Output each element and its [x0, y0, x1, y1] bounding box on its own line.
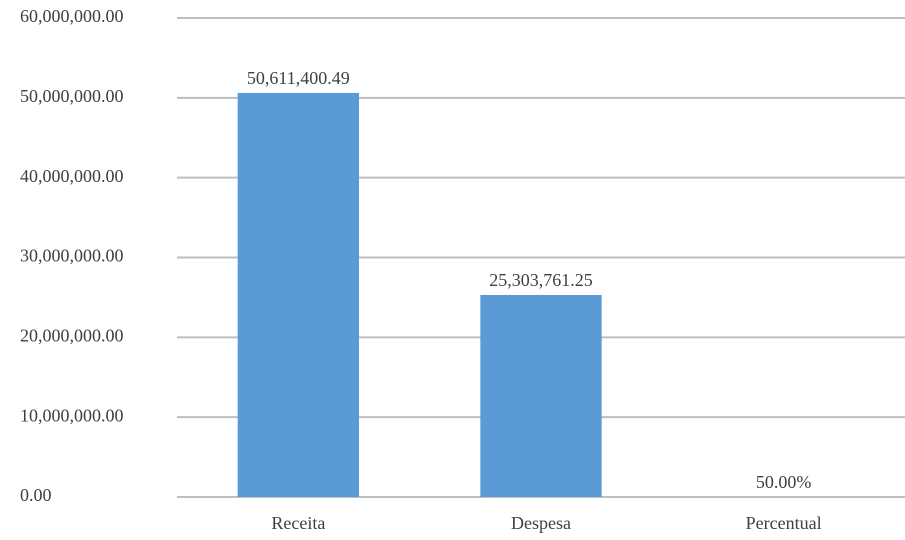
y-tick-label: 50,000,000.00 — [20, 86, 124, 106]
y-tick-label: 30,000,000.00 — [20, 246, 124, 266]
data-label: 50,611,400.49 — [247, 68, 350, 88]
data-label: 50.00% — [756, 472, 812, 492]
y-tick-label: 60,000,000.00 — [20, 6, 124, 26]
x-tick-label: Despesa — [511, 513, 571, 533]
data-label: 25,303,761.25 — [489, 270, 593, 290]
y-tick-label: 0.00 — [20, 485, 52, 505]
y-tick-label: 10,000,000.00 — [20, 405, 124, 425]
y-tick-label: 20,000,000.00 — [20, 325, 124, 345]
bar — [480, 294, 602, 497]
bar — [237, 92, 359, 497]
x-tick-label: Percentual — [746, 513, 822, 533]
x-tick-label: Receita — [271, 513, 325, 533]
y-tick-label: 40,000,000.00 — [20, 166, 124, 186]
